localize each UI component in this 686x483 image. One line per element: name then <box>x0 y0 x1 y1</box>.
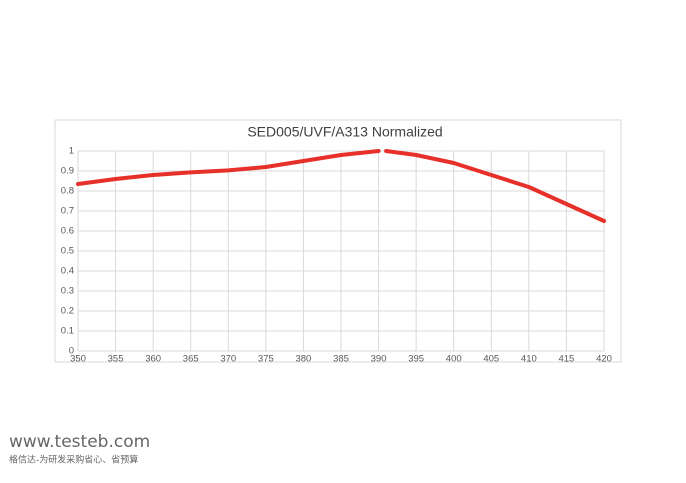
x-tick-label: 395 <box>408 354 424 365</box>
x-tick-label: 370 <box>220 354 236 365</box>
x-tick-label: 400 <box>446 354 462 365</box>
y-tick-label: 0.2 <box>61 306 74 317</box>
x-tick-label: 375 <box>258 354 274 365</box>
y-tick-label: 0.4 <box>61 266 74 277</box>
y-tick-label: 0.8 <box>61 186 74 197</box>
x-tick-label: 355 <box>108 354 124 365</box>
y-tick-label: 0.9 <box>61 166 74 177</box>
y-tick-label: 0.1 <box>61 326 74 337</box>
x-tick-label: 380 <box>295 354 311 365</box>
y-tick-label: 0.7 <box>61 206 74 217</box>
chart-title: SED005/UVF/A313 Normalized <box>247 124 442 140</box>
watermark-tagline: 格信达-为研发采购省心、省预算 <box>9 454 138 466</box>
x-tick-label: 350 <box>70 354 86 365</box>
chart-frame <box>54 119 622 363</box>
x-tick-label: 390 <box>371 354 387 365</box>
x-tick-label: 360 <box>145 354 161 365</box>
x-tick-label: 410 <box>521 354 537 365</box>
data-line <box>76 149 606 223</box>
x-tick-label: 405 <box>483 354 499 365</box>
x-tick-label: 385 <box>333 354 349 365</box>
watermark-url: www.testeb.com <box>9 432 150 452</box>
x-tick-label: 420 <box>596 354 612 365</box>
y-tick-label: 0 <box>69 346 74 357</box>
y-tick-label: 1 <box>69 146 74 157</box>
y-tick-label: 0.5 <box>61 246 74 257</box>
y-tick-label: 0.3 <box>61 286 74 297</box>
x-tick-label: 415 <box>558 354 574 365</box>
y-tick-label: 0.6 <box>61 226 74 237</box>
x-tick-label: 365 <box>183 354 199 365</box>
